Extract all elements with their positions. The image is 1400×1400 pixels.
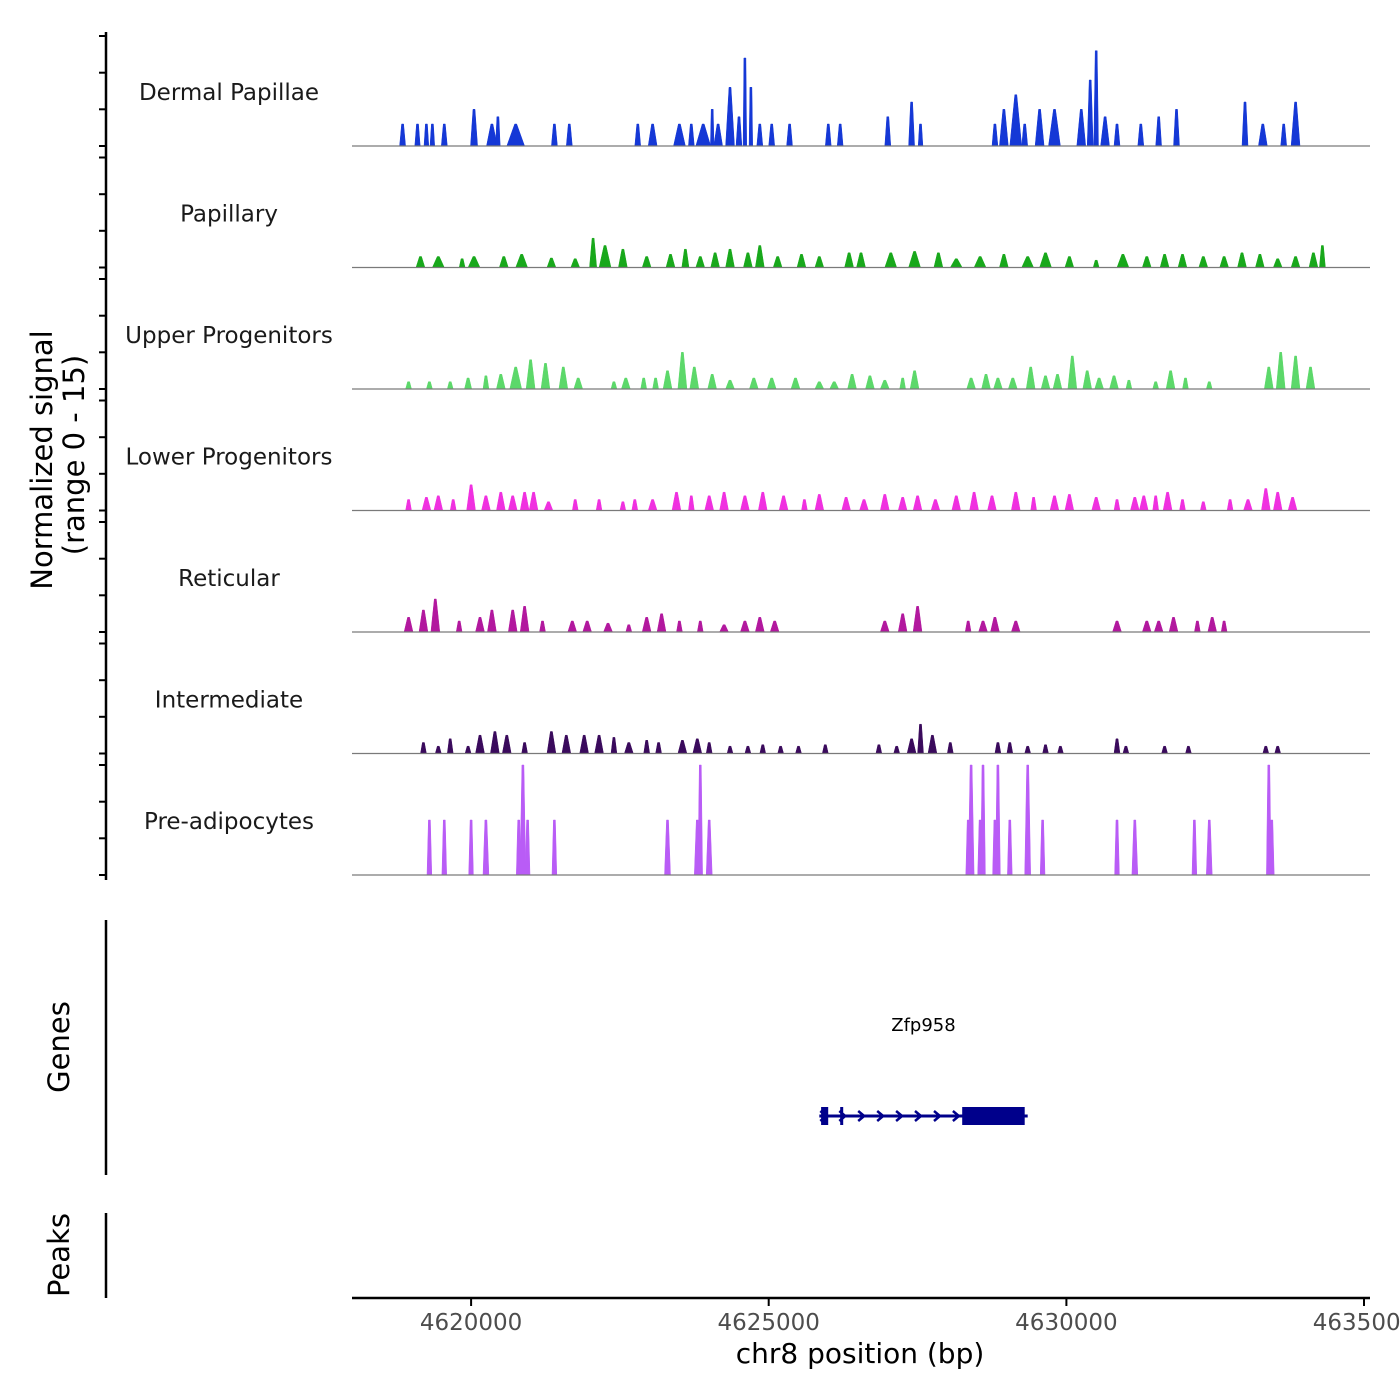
coverage-tracks: Dermal Papillae Papillary Upper Progenitor… [125, 50, 1370, 876]
track-label-lower-progenitors: Lower Progenitors [126, 445, 333, 471]
track-reticular: Reticular [178, 566, 1370, 633]
track-label-intermediate: Intermediate [155, 688, 303, 714]
peaks-axis-title: Peaks [42, 1213, 76, 1297]
signal-peak [710, 109, 715, 147]
signal-axis-title-line1: Normalized signal [25, 330, 59, 589]
track-label-dermal-papillae: Dermal Papillae [139, 80, 319, 106]
strand-arrow [914, 1110, 923, 1122]
signal-axis-title-line2: (range 0 - 15) [57, 355, 91, 555]
track-lower-progenitors: Lower Progenitors [126, 445, 1370, 512]
gene-label: Zfp958 [891, 1015, 955, 1036]
track-upper-progenitors: Upper Progenitors [125, 323, 1370, 390]
gene-exon [821, 1107, 829, 1125]
strand-arrow [952, 1110, 961, 1122]
signal-y-axis-ticks [99, 35, 106, 876]
x-tick-label: 4625000 [717, 1310, 819, 1336]
track-label-upper-progenitors: Upper Progenitors [125, 323, 333, 349]
signal-peak [742, 57, 747, 147]
signal-peak [748, 87, 753, 147]
track-label-pre-adipocytes: Pre-adipocytes [144, 809, 314, 835]
gene-exon [840, 1107, 844, 1125]
track-pre-adipocytes: Pre-adipocytes [144, 764, 1370, 876]
x-axis-ticks: 4620000 4625000 4630000 4635000 [420, 1298, 1400, 1336]
track-label-reticular: Reticular [178, 566, 280, 592]
x-tick-label: 4630000 [1015, 1310, 1117, 1336]
strand-arrow [857, 1110, 867, 1122]
x-tick-label: 4620000 [420, 1310, 522, 1336]
track-label-papillary: Papillary [180, 202, 278, 228]
gene-exon [962, 1107, 1025, 1125]
genes-axis-title: Genes [42, 1001, 76, 1093]
track-dermal-papillae: Dermal Papillae [139, 50, 1370, 147]
strand-arrow [876, 1110, 886, 1122]
strand-arrow [933, 1110, 942, 1122]
x-tick-label: 4635000 [1313, 1310, 1400, 1336]
track-intermediate: Intermediate [155, 688, 1370, 755]
x-axis-title: chr8 position (bp) [736, 1337, 985, 1370]
gene-track: Zfp958 [819, 1015, 1028, 1125]
track-papillary: Papillary [180, 202, 1370, 269]
strand-arrow [895, 1110, 905, 1122]
